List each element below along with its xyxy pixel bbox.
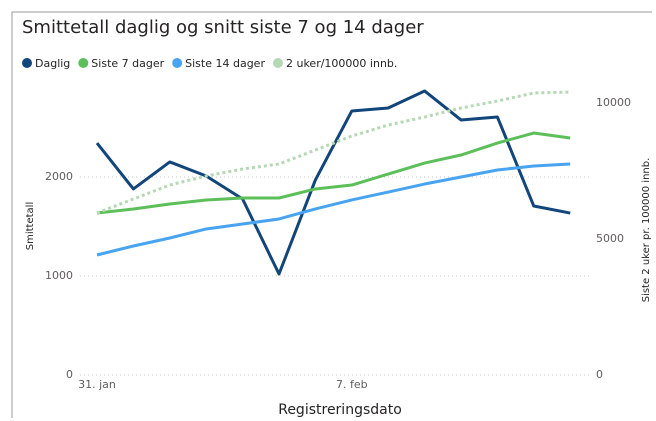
y-tick-label: 0: [66, 368, 73, 381]
chart-title: Smittetall daglig og snitt siste 7 og 14…: [22, 17, 424, 38]
x-tick-label: 31. jan: [78, 378, 116, 391]
y-tick-label: 2000: [45, 170, 73, 183]
legend-swatch: [78, 58, 89, 68]
legend-label: Daglig: [35, 57, 70, 70]
legend-label: Siste 7 dager: [91, 57, 164, 70]
x-tick-label: 7. feb: [336, 378, 368, 391]
y2-tick-label: 5000: [596, 232, 624, 245]
series-line: [95, 89, 571, 276]
series-line: [96, 162, 571, 257]
y2-tick-label: 0: [596, 368, 603, 381]
y2-axis-title: Siste 2 uker pr. 100000 innb.: [641, 158, 652, 303]
series-line: [96, 90, 571, 215]
card-frame: [11, 11, 652, 418]
legend-swatch: [172, 58, 183, 68]
y2-tick-label: 10000: [596, 96, 631, 109]
legend-swatch: [22, 58, 32, 68]
y-axis-title: Smittetall: [25, 202, 36, 250]
x-axis-title: Registreringsdato: [278, 402, 402, 418]
legend-label: 2 uker/100000 innb.: [286, 57, 397, 70]
series-line: [96, 131, 571, 215]
legend-swatch: [272, 58, 283, 68]
y-tick-label: 1000: [45, 269, 73, 282]
legend-label: Siste 14 dager: [185, 57, 265, 70]
